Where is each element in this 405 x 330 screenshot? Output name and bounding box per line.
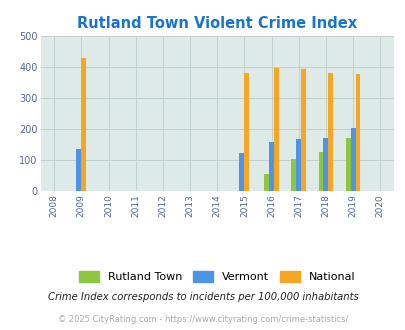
Legend: Rutland Town, Vermont, National: Rutland Town, Vermont, National	[74, 267, 359, 287]
Bar	[264, 174, 269, 191]
Bar	[76, 149, 81, 191]
Bar	[323, 138, 328, 191]
Bar	[296, 139, 301, 191]
Bar	[355, 74, 360, 191]
Bar	[239, 153, 244, 191]
Bar	[318, 152, 323, 191]
Bar	[301, 69, 305, 191]
Bar	[345, 138, 350, 191]
Text: © 2025 CityRating.com - https://www.cityrating.com/crime-statistics/: © 2025 CityRating.com - https://www.city…	[58, 315, 347, 324]
Bar	[81, 58, 86, 191]
Bar	[269, 142, 273, 191]
Text: Crime Index corresponds to incidents per 100,000 inhabitants: Crime Index corresponds to incidents per…	[47, 292, 358, 302]
Bar	[291, 159, 296, 191]
Bar	[273, 68, 278, 191]
Bar	[244, 73, 249, 191]
Bar	[350, 128, 355, 191]
Title: Rutland Town Violent Crime Index: Rutland Town Violent Crime Index	[77, 16, 356, 31]
Bar	[328, 73, 333, 191]
